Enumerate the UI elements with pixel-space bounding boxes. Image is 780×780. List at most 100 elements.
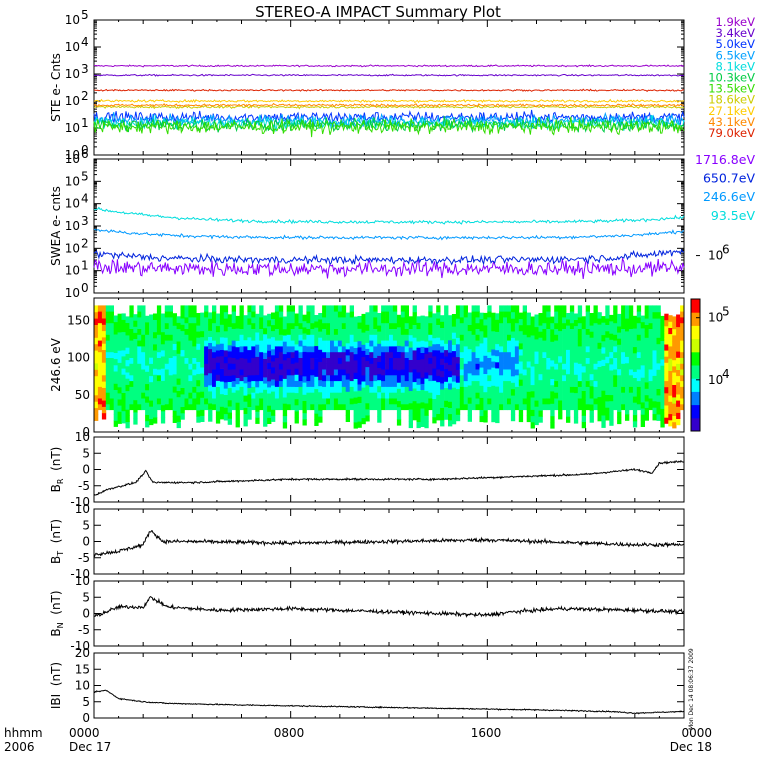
pad-cell [601,396,606,404]
pad-cell [263,364,268,372]
pad-cell [389,328,394,335]
pad-cell [212,340,217,347]
pad-cell [215,392,221,400]
pad-cell [444,305,449,313]
pad-cell [290,380,295,387]
pad-cell [255,326,260,333]
pad-cell [223,388,229,395]
pad-cell [507,305,512,312]
pad-cell [625,369,630,377]
pad-cell [459,374,465,382]
pad-cell [396,339,402,346]
pad-cell [652,394,657,402]
pad-cell [475,305,480,312]
pad-cell [613,322,618,329]
pad-cell [369,403,374,411]
pad-cell [145,383,150,391]
pad-cell [219,337,225,344]
pad-cell [133,338,138,346]
pad-cell [404,305,409,312]
pad-cell [440,364,445,372]
pad-cell [227,320,232,327]
pad-cell [444,362,449,370]
pad-cell [467,403,472,410]
pad-cell [495,343,500,351]
x-row-label-year: 2006 [4,740,35,754]
pad-cell [609,333,614,340]
pad-cell [94,407,99,415]
pad-cell [255,338,260,345]
pad-cell [318,355,323,362]
pad-cell [160,380,166,387]
pad-cell [337,386,343,393]
pad-cell [168,311,173,318]
pad-cell [672,341,677,348]
pad-cell [558,387,563,395]
pad-cell [286,305,291,312]
pad-cell [404,357,409,364]
pad-cell [526,403,531,410]
pad-cell [290,398,295,405]
pad-cell [656,388,661,396]
pad-cell [231,351,236,358]
pad-cell [369,363,374,370]
pad-cell [168,357,173,364]
pad-cell [680,328,685,335]
pad-cell [597,324,602,331]
pad-cell [499,346,504,353]
pad-cell [357,415,362,422]
pad-cell [436,324,441,332]
pad-cell [491,391,496,398]
pad-cell [463,305,468,312]
pad-cell [518,355,524,362]
pad-cell [389,317,394,324]
pad-cell [668,327,673,335]
pad-cell [455,375,461,383]
pad-cell [479,336,484,344]
pad-cell [518,342,524,350]
pad-cell [546,305,551,312]
pad-cell [184,369,189,376]
bn-ylabel: BN (nT) [49,590,65,636]
pad-cell [345,324,350,332]
pad-cell [298,369,303,376]
pad-cell [101,387,107,395]
pad-cell [507,328,512,335]
pad-cell [392,340,398,347]
pad-cell [420,383,425,390]
pad-cell [550,372,555,379]
pad-cell [361,405,366,412]
pad-cell [459,317,465,324]
pad-cell [428,398,433,405]
pad-cell [483,331,488,338]
swea-legend-0: 1716.8eV [695,152,755,167]
pad-cell [156,351,162,358]
pad-cell [597,348,602,355]
pad-cell [365,390,370,398]
pad-cell [259,328,264,335]
bmag-ytick-label: 5 [82,695,90,709]
pad-cell [306,363,311,370]
pad-cell [294,344,299,351]
pad-cell [463,386,468,393]
pad-cell [487,374,492,382]
pad-heatmap [94,305,685,429]
pad-cell [298,386,303,393]
pad-cell [585,363,590,370]
pad-cell [188,398,193,405]
pad-cell [381,369,386,376]
pad-cell [499,317,504,324]
pad-cell [271,324,276,332]
pad-cell [617,368,622,376]
pad-cell [231,386,236,393]
pad-cell [507,346,512,353]
pad-cell [432,356,437,363]
pad-cell [416,322,421,330]
pad-cell [231,322,236,329]
pad-cell [621,374,626,382]
pad-cell [491,403,496,411]
pad-cell [538,337,543,344]
pad-cell [664,356,669,363]
pad-cell [192,311,197,318]
pad-cell [448,370,453,378]
